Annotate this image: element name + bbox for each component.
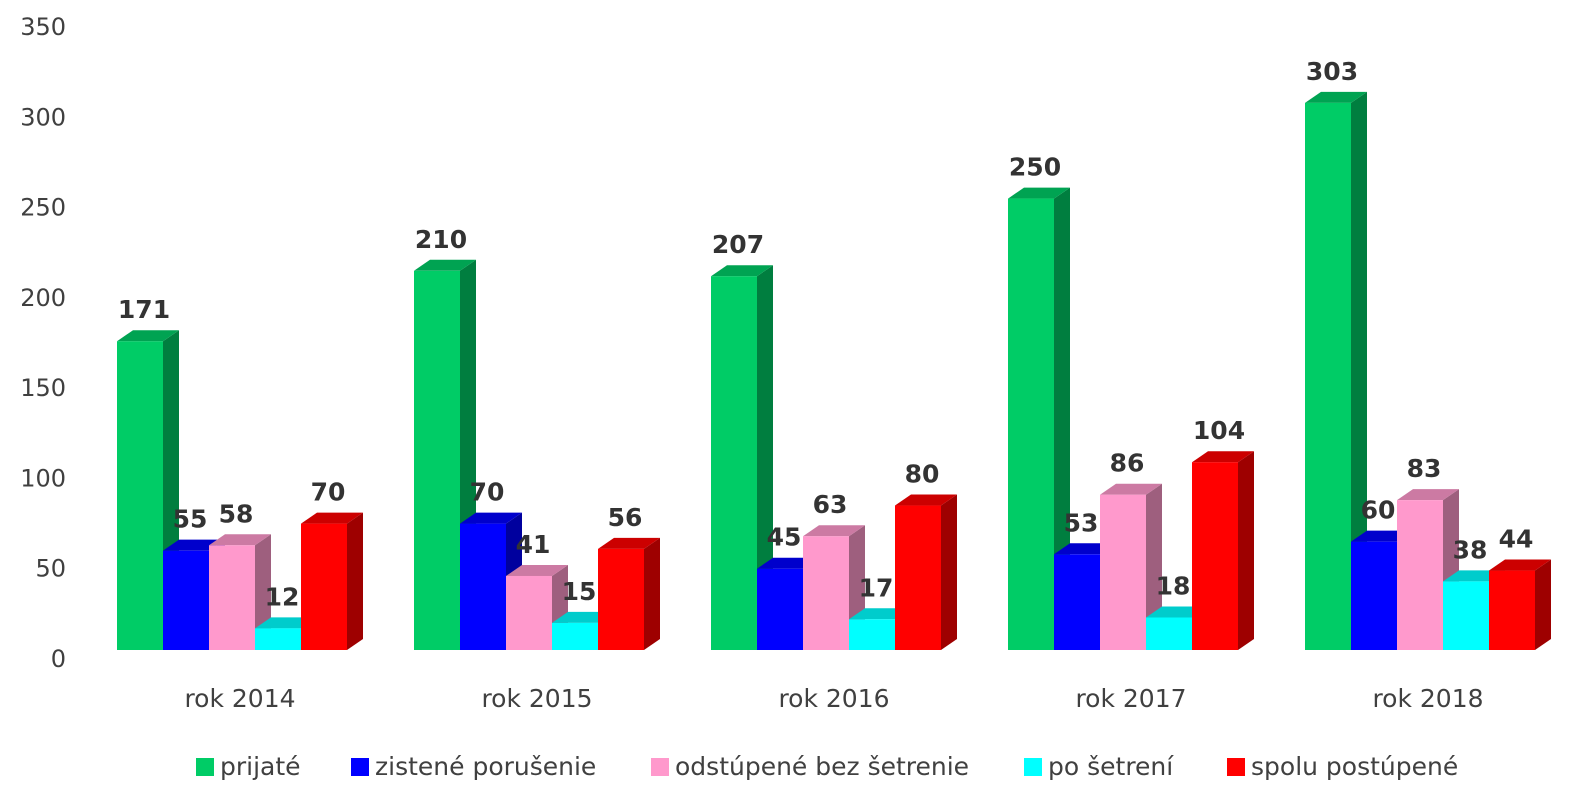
legend-swatch	[351, 758, 369, 776]
bar-top	[1397, 489, 1459, 501]
bar	[1146, 617, 1192, 650]
data-label: 15	[562, 577, 597, 606]
bar	[803, 536, 849, 650]
data-label: 70	[470, 478, 505, 507]
bar	[1192, 462, 1238, 650]
data-label: 56	[608, 503, 643, 532]
x-tick-label: rok 2014	[184, 684, 295, 713]
bar	[117, 341, 163, 650]
bar-side	[1238, 451, 1254, 650]
data-label: 17	[859, 573, 894, 602]
bar	[895, 505, 941, 650]
y-tick-label: 300	[20, 103, 66, 131]
x-tick-label: rok 2017	[1075, 684, 1186, 713]
bar-top	[414, 259, 476, 271]
data-label: 18	[1156, 571, 1191, 600]
legend-label: odstúpené bez šetrenie	[675, 752, 969, 781]
bar	[506, 575, 552, 650]
data-label: 303	[1306, 57, 1358, 86]
data-label: 38	[1453, 535, 1488, 564]
data-label: 41	[516, 530, 551, 559]
y-tick-label: 350	[20, 13, 66, 41]
data-label: 80	[905, 460, 940, 489]
x-tick-label: rok 2015	[481, 684, 592, 713]
bar-side	[1146, 483, 1162, 650]
bar	[598, 548, 644, 650]
legend-label: prijaté	[220, 752, 301, 781]
legend-swatch	[651, 758, 669, 776]
bar-top	[1100, 483, 1162, 495]
bar-top	[117, 330, 179, 342]
bar-side	[347, 512, 363, 650]
bar	[1054, 554, 1100, 650]
y-tick-label: 200	[20, 284, 66, 312]
data-label: 250	[1009, 153, 1061, 182]
y-tick-label: 100	[20, 464, 66, 492]
data-label: 83	[1407, 454, 1442, 483]
data-label: 210	[415, 225, 467, 254]
data-label: 70	[311, 478, 346, 507]
bar	[1351, 541, 1397, 650]
bar-top	[1305, 91, 1367, 103]
bar	[711, 276, 757, 650]
x-tick-label: rok 2018	[1372, 684, 1483, 713]
y-tick-label: 150	[20, 374, 66, 402]
bar	[849, 619, 895, 650]
bar	[1443, 581, 1489, 650]
y-tick-label: 50	[35, 555, 66, 583]
data-label: 86	[1110, 449, 1145, 478]
data-label: 60	[1361, 496, 1396, 525]
y-tick-label: 0	[51, 645, 66, 673]
y-tick-label: 250	[20, 194, 66, 222]
legend-swatch	[196, 758, 214, 776]
bar	[1489, 570, 1535, 650]
bar-top	[1489, 559, 1551, 571]
data-label: 171	[118, 295, 170, 324]
legend-label: po šetrení	[1048, 752, 1174, 781]
data-label: 53	[1064, 508, 1099, 537]
data-label: 207	[712, 230, 764, 259]
bar	[1305, 102, 1351, 650]
legend-swatch	[1227, 758, 1245, 776]
legend-label: spolu postúpené	[1251, 752, 1458, 781]
bar-top	[1008, 187, 1070, 199]
bar-top	[895, 494, 957, 506]
data-label: 45	[767, 523, 802, 552]
bar-side	[757, 265, 773, 650]
data-label: 44	[1499, 525, 1534, 554]
bar	[757, 568, 803, 650]
bar	[209, 545, 255, 650]
x-tick-label: rok 2016	[778, 684, 889, 713]
bar	[163, 550, 209, 650]
bar	[1008, 198, 1054, 651]
bar-top	[301, 512, 363, 524]
bar-top	[460, 512, 522, 524]
bar-side	[941, 494, 957, 650]
bar-top	[598, 537, 660, 549]
bar	[255, 628, 301, 650]
bar	[1100, 494, 1146, 650]
legend-label: zistené porušenie	[375, 752, 596, 781]
data-label: 55	[173, 505, 208, 534]
legend-swatch	[1024, 758, 1042, 776]
data-label: 58	[219, 499, 254, 528]
bar-top	[506, 564, 568, 576]
data-label: 63	[813, 490, 848, 519]
bar-top	[1192, 451, 1254, 463]
data-label: 12	[265, 582, 300, 611]
bar	[301, 523, 347, 650]
bar-side	[1535, 559, 1551, 650]
bar	[1397, 500, 1443, 650]
bar	[460, 523, 506, 650]
bar	[414, 270, 460, 650]
bar-side	[1054, 187, 1070, 651]
bar-top	[803, 525, 865, 537]
bar	[552, 622, 598, 650]
bar-top	[711, 265, 773, 277]
bar-top	[209, 534, 271, 546]
bar-side	[644, 537, 660, 650]
bar-side	[1351, 91, 1367, 650]
data-label: 104	[1193, 416, 1245, 445]
